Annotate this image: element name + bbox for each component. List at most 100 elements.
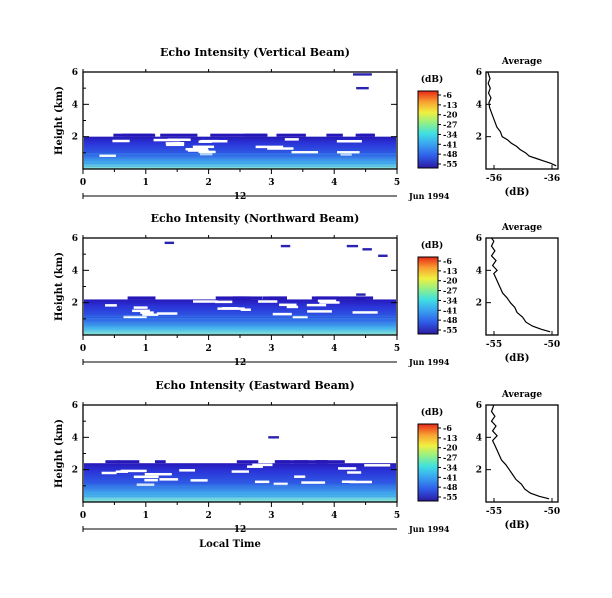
colorbar-tick-label: -41 [443, 139, 457, 149]
upper-return [268, 436, 279, 439]
echo-gap [120, 469, 147, 473]
average-y-tick-label: 6 [476, 234, 482, 244]
echo-streak [84, 152, 396, 155]
echo-streak [84, 153, 396, 156]
echo-top-fragment [293, 460, 307, 464]
echo-top-fragment [105, 460, 120, 464]
colorbar-tick-label: -20 [443, 443, 458, 453]
echo-gap [267, 147, 294, 150]
average-profile-line [490, 404, 550, 500]
date-label: Jun 1994 [408, 524, 450, 534]
echo-gap [133, 475, 159, 479]
average-title: Average [501, 223, 542, 233]
colorbar-tick-label: -13 [443, 100, 458, 110]
echo-gap [294, 475, 306, 478]
colorbar-tick-label: -34 [443, 129, 458, 139]
average-profile-line [487, 71, 557, 167]
average-title: Average [501, 390, 542, 400]
average-title: Average [501, 57, 542, 67]
average-y-tick-label: 4 [476, 266, 482, 276]
echo-gap [291, 151, 319, 154]
upper-return [280, 244, 291, 248]
echo-streak [84, 496, 396, 498]
echo-gap [115, 470, 128, 473]
echo-gap [140, 311, 154, 314]
echo-gap [142, 313, 159, 317]
echo-top-fragment [160, 133, 198, 137]
x-tick-label: 0 [80, 511, 86, 521]
echo-streak [84, 315, 396, 317]
colorbar-tick-label: -13 [443, 266, 458, 276]
echo-streak [84, 495, 396, 497]
echo-gap [179, 469, 196, 472]
colorbar-tick-label: -6 [443, 423, 452, 433]
echo-gap [167, 138, 191, 142]
colorbar [417, 423, 439, 502]
echo-gap [153, 138, 181, 142]
echo-gap [123, 315, 147, 319]
echo-streak [84, 324, 396, 326]
average-frame [485, 404, 559, 503]
echo-gap [284, 138, 299, 141]
echo-streak [84, 318, 396, 320]
echo-gap [136, 483, 155, 487]
echo-gap [105, 304, 117, 307]
average-y-tick-label: 2 [476, 133, 482, 143]
average-x-tick-label: -50 [544, 507, 560, 517]
average-y-tick-label: 6 [476, 68, 482, 78]
echo-gap [255, 145, 284, 149]
average-y-tick-label: 4 [476, 100, 482, 110]
x-tick-label: 0 [80, 344, 86, 354]
echo-top-fragment [315, 460, 329, 464]
echo-gap [185, 147, 208, 151]
y-axis-label: Height (km) [54, 86, 65, 155]
chart-title: Echo Intensity (Vertical Beam) [160, 46, 350, 59]
y-tick-label: 6 [72, 401, 78, 411]
upper-return [353, 73, 372, 76]
chart-title: Echo Intensity (Eastward Beam) [155, 379, 354, 392]
echo-gap [173, 142, 185, 145]
upper-return [362, 248, 372, 251]
echo-top-fragment [244, 133, 268, 137]
average-y-tick-label: 2 [476, 466, 482, 476]
colorbar-tick-label: -13 [443, 433, 458, 443]
y-axis-label: Height (km) [54, 252, 65, 321]
date-label: Jun 1994 [408, 191, 450, 201]
echo-top-fragment [274, 460, 309, 464]
colorbar-tick-label: -34 [443, 462, 458, 472]
echo-top-fragment [210, 133, 245, 137]
chart-title: Echo Intensity (Northward Beam) [151, 212, 360, 225]
echo-gap [279, 303, 297, 307]
upper-return [356, 86, 369, 90]
y-tick-label: 6 [72, 68, 78, 78]
average-x-label: (dB) [505, 187, 530, 198]
x-tick-label: 5 [394, 344, 400, 354]
echo-gap [192, 145, 215, 149]
x-tick-label: 1 [143, 511, 149, 521]
echo-streak [84, 484, 396, 486]
echo-gap [133, 306, 148, 309]
colorbar [417, 90, 439, 169]
echo-top-fragment [276, 133, 306, 137]
echo-gap [349, 480, 372, 484]
echo-top-fragment [122, 133, 156, 137]
echo-gap [338, 467, 357, 470]
average-x-tick-label: -55 [486, 340, 502, 350]
colorbar-tick-label: -55 [443, 159, 457, 169]
echo-gap [336, 140, 362, 143]
echo-gap [272, 312, 292, 316]
x-tick-label: 4 [331, 344, 337, 354]
colorbar-tick-label: -41 [443, 305, 457, 315]
average-frame [485, 237, 559, 336]
echo-gap [156, 312, 178, 315]
x-tick-label: 4 [331, 178, 337, 188]
time-label: 12 [234, 358, 247, 368]
echo-gap [166, 143, 185, 147]
upper-return [164, 241, 175, 245]
echo-gap [198, 140, 212, 143]
upper-return [378, 254, 388, 257]
average-x-label: (dB) [505, 353, 530, 364]
echo-gap [254, 480, 270, 484]
